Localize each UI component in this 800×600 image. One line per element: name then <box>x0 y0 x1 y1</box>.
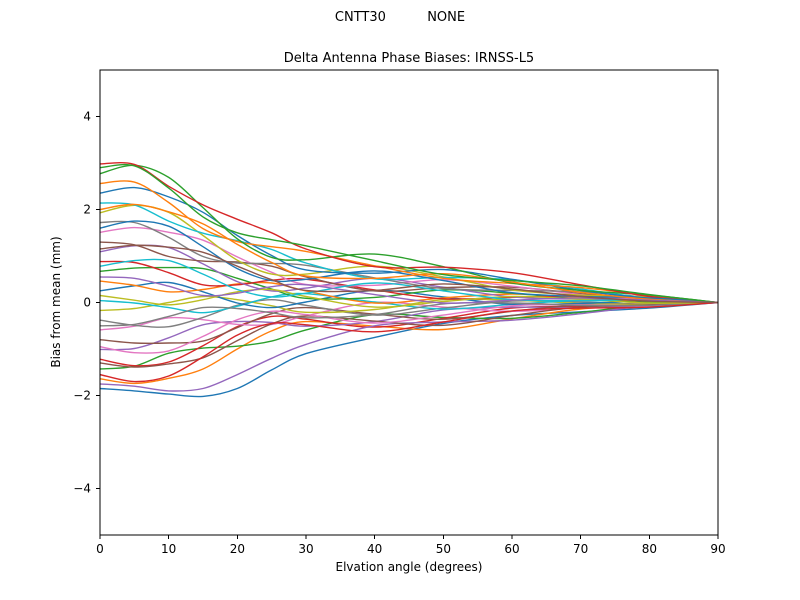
x-tick-label: 20 <box>230 542 245 556</box>
series-line <box>100 301 718 367</box>
x-tick-label: 60 <box>504 542 519 556</box>
series-line <box>100 288 718 308</box>
series-line <box>100 276 718 304</box>
series-line <box>100 164 718 304</box>
x-tick-label: 10 <box>161 542 176 556</box>
x-tick-label: 70 <box>573 542 588 556</box>
series-line <box>100 163 718 304</box>
x-tick-label: 50 <box>436 542 451 556</box>
series-line <box>100 299 718 328</box>
series-line <box>100 202 718 304</box>
x-axis-label: Elvation angle (degrees) <box>335 560 483 574</box>
figure-suptitle: CNTT30 NONE <box>334 10 466 25</box>
y-tick-label: −4 <box>73 482 91 496</box>
series-line <box>100 241 718 304</box>
x-tick-label: 30 <box>298 542 313 556</box>
x-tick-label: 90 <box>710 542 725 556</box>
chart-title: Delta Antenna Phase Biases: IRNSS-L5 <box>283 51 535 66</box>
series-line <box>100 301 718 392</box>
series-line <box>100 180 718 304</box>
x-tick-label: 0 <box>96 542 104 556</box>
y-axis-label: Bias from mean (mm) <box>49 236 63 368</box>
y-tick-label: −2 <box>73 389 91 403</box>
y-tick-label: 2 <box>83 203 91 217</box>
series-line <box>100 203 718 304</box>
series-line <box>100 161 718 304</box>
x-tick-label: 40 <box>367 542 382 556</box>
series-line <box>100 301 718 383</box>
series-line <box>100 244 718 304</box>
x-tick-label: 80 <box>642 542 657 556</box>
y-tick-label: 0 <box>83 296 91 310</box>
series-line <box>100 301 718 327</box>
series-line <box>100 301 718 385</box>
y-tick-label: 4 <box>83 110 91 124</box>
series-lines <box>100 161 718 398</box>
